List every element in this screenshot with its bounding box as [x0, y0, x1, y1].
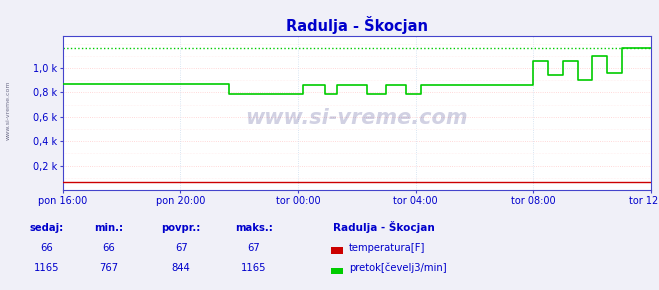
Title: Radulja - Škocjan: Radulja - Škocjan — [286, 16, 428, 34]
Text: 67: 67 — [175, 243, 188, 253]
Text: temperatura[F]: temperatura[F] — [349, 243, 426, 253]
Text: www.si-vreme.com: www.si-vreme.com — [5, 80, 11, 140]
Text: povpr.:: povpr.: — [161, 222, 201, 233]
Text: pretok[čevelj3/min]: pretok[čevelj3/min] — [349, 263, 447, 273]
Text: 844: 844 — [172, 263, 190, 273]
Text: min.:: min.: — [94, 222, 123, 233]
Text: Radulja - Škocjan: Radulja - Škocjan — [333, 221, 434, 233]
Text: 767: 767 — [99, 263, 119, 273]
Text: 1165: 1165 — [241, 263, 266, 273]
Text: sedaj:: sedaj: — [29, 222, 63, 233]
Text: maks.:: maks.: — [235, 222, 273, 233]
Text: 1165: 1165 — [34, 263, 59, 273]
Text: 66: 66 — [102, 243, 115, 253]
Text: www.si-vreme.com: www.si-vreme.com — [246, 108, 468, 128]
Text: 66: 66 — [40, 243, 53, 253]
Text: 67: 67 — [247, 243, 260, 253]
